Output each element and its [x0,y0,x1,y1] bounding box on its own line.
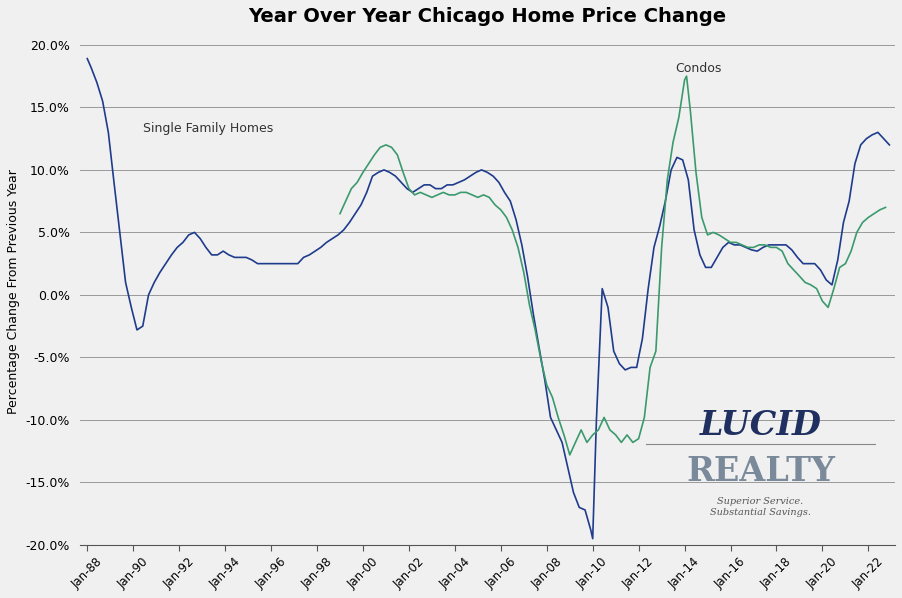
Text: LUCID: LUCID [700,410,822,443]
Text: Single Family Homes: Single Family Homes [143,123,273,135]
Y-axis label: Percentage Change From Previous Year: Percentage Change From Previous Year [7,169,20,414]
Text: REALTY: REALTY [686,455,835,488]
Title: Year Over Year Chicago Home Price Change: Year Over Year Chicago Home Price Change [248,7,726,26]
Text: Superior Service.
Substantial Savings.: Superior Service. Substantial Savings. [710,498,811,517]
Text: Condos: Condos [675,62,722,75]
